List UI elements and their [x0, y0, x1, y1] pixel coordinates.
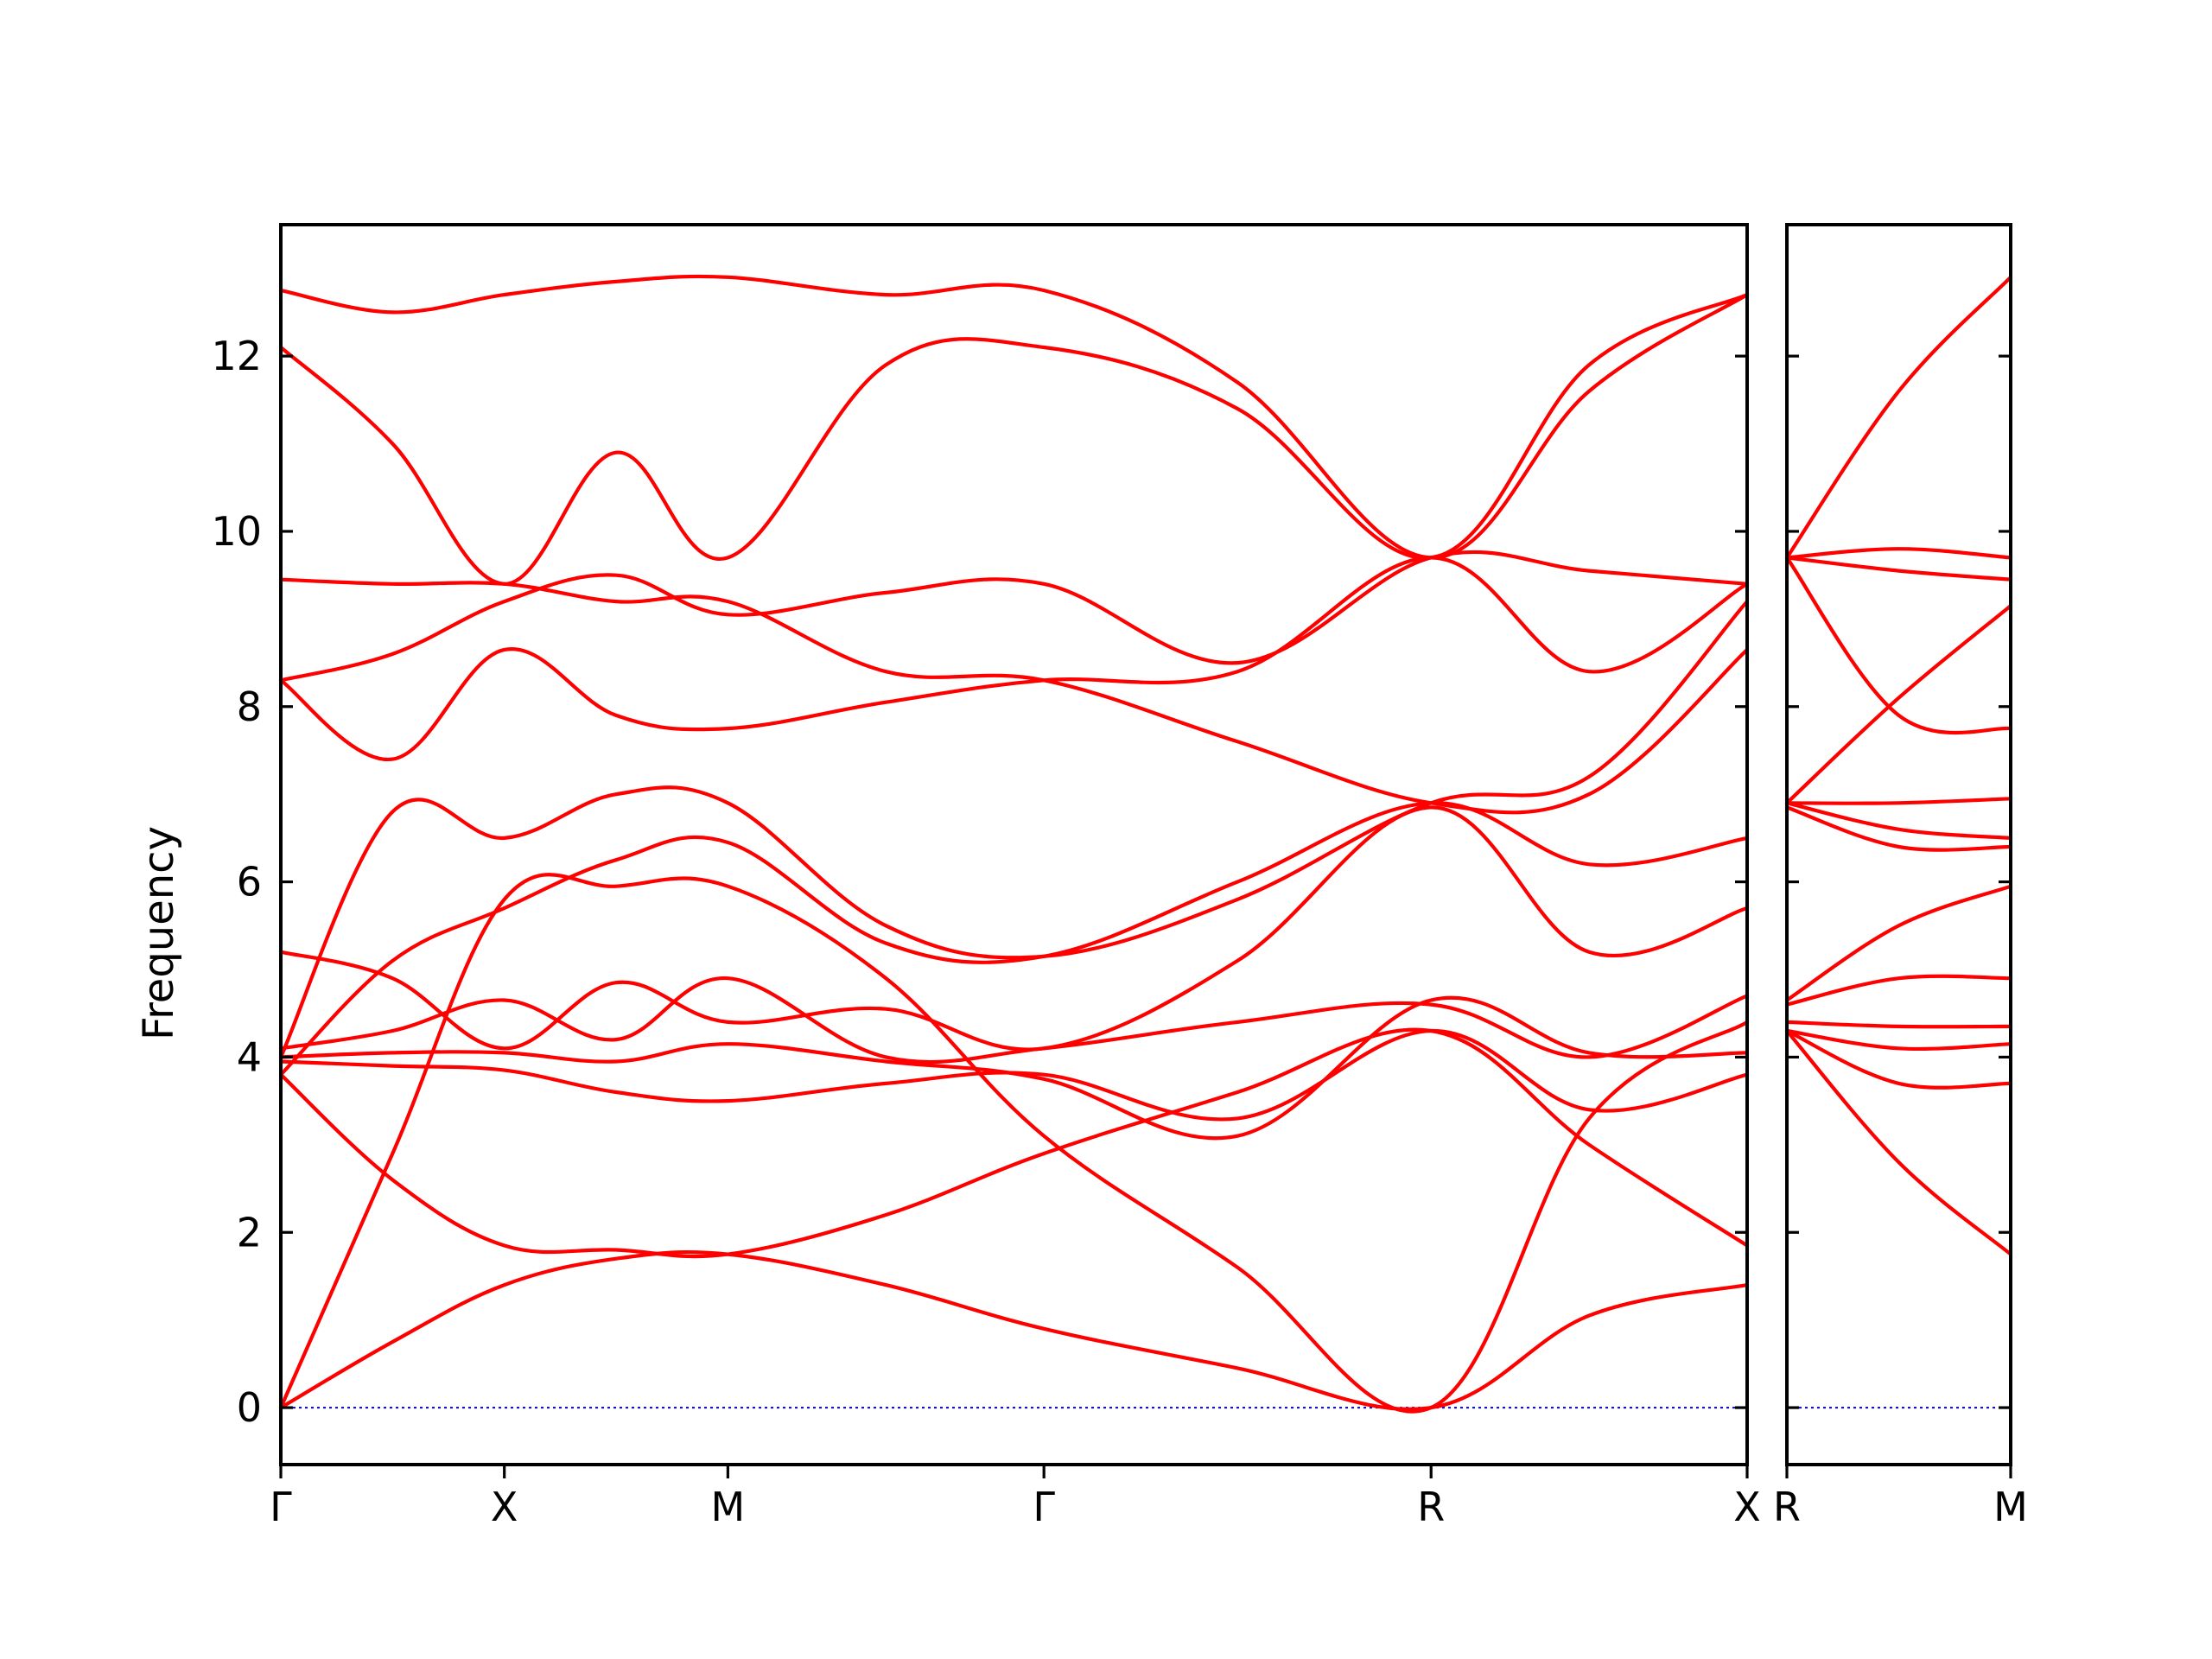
x-tick-label: R — [1417, 1484, 1445, 1530]
band-main-3 — [278, 1027, 1750, 1259]
band-main-1 — [278, 1249, 1750, 1412]
band-R-M-7 — [1784, 801, 2013, 840]
band-main-6 — [278, 976, 1750, 1065]
band-main-11 — [278, 550, 1750, 683]
y-tick-label: 10 — [211, 508, 262, 555]
band-R-M-1 — [1784, 275, 2013, 560]
band-main-14 — [278, 293, 1750, 586]
y-tick-label: 0 — [237, 1384, 262, 1431]
band-R-M-12 — [1784, 1028, 2013, 1052]
x-tick-label: M — [711, 1484, 746, 1530]
axes-frame — [1785, 223, 2012, 1466]
band-R-M-6 — [1784, 797, 2013, 805]
y-axis-label: Frequency — [135, 826, 183, 1040]
panel-main: 0 2 4 6 8 10 12 Γ X M Γ R X — [211, 223, 1761, 1530]
band-R-M-13 — [1784, 1028, 2013, 1090]
band-R-M-9 — [1784, 884, 2013, 1002]
band-main-4 — [278, 1028, 1750, 1122]
band-main-12 — [278, 577, 1750, 815]
x-tick-label: M — [1993, 1484, 2028, 1530]
band-main-2 — [278, 873, 1750, 1414]
y-tick-label: 8 — [237, 683, 262, 730]
y-tick-label: 4 — [237, 1033, 262, 1080]
band-R-M-8 — [1784, 805, 2013, 852]
x-tick-label: X — [1733, 1484, 1761, 1530]
y-tick-label: 12 — [211, 333, 262, 379]
y-tick-label: 2 — [237, 1209, 262, 1255]
x-tick-label: X — [491, 1484, 518, 1530]
band-main-13 — [278, 274, 1750, 560]
band-R-M-14 — [1784, 1028, 2013, 1256]
band-main-9 — [278, 600, 1750, 1059]
band-R-M-4 — [1784, 556, 2013, 735]
axes-frame — [279, 223, 1749, 1466]
band-main-7 — [278, 805, 1750, 1052]
y-tick-label: 6 — [237, 859, 262, 906]
x-tick-label: R — [1773, 1484, 1801, 1530]
band-main-10 — [278, 556, 1750, 761]
band-main-5 — [278, 995, 1750, 1141]
band-main-8 — [278, 801, 1750, 1077]
x-tick-label: Γ — [1033, 1484, 1055, 1530]
band-R-M-3 — [1784, 556, 2013, 582]
band-R-M-11 — [1784, 1020, 2013, 1029]
band-R-M-10 — [1784, 974, 2013, 1007]
band-R-M-5 — [1784, 604, 2013, 805]
x-tick-label: Γ — [270, 1484, 292, 1530]
band-R-M-2 — [1784, 547, 2013, 560]
